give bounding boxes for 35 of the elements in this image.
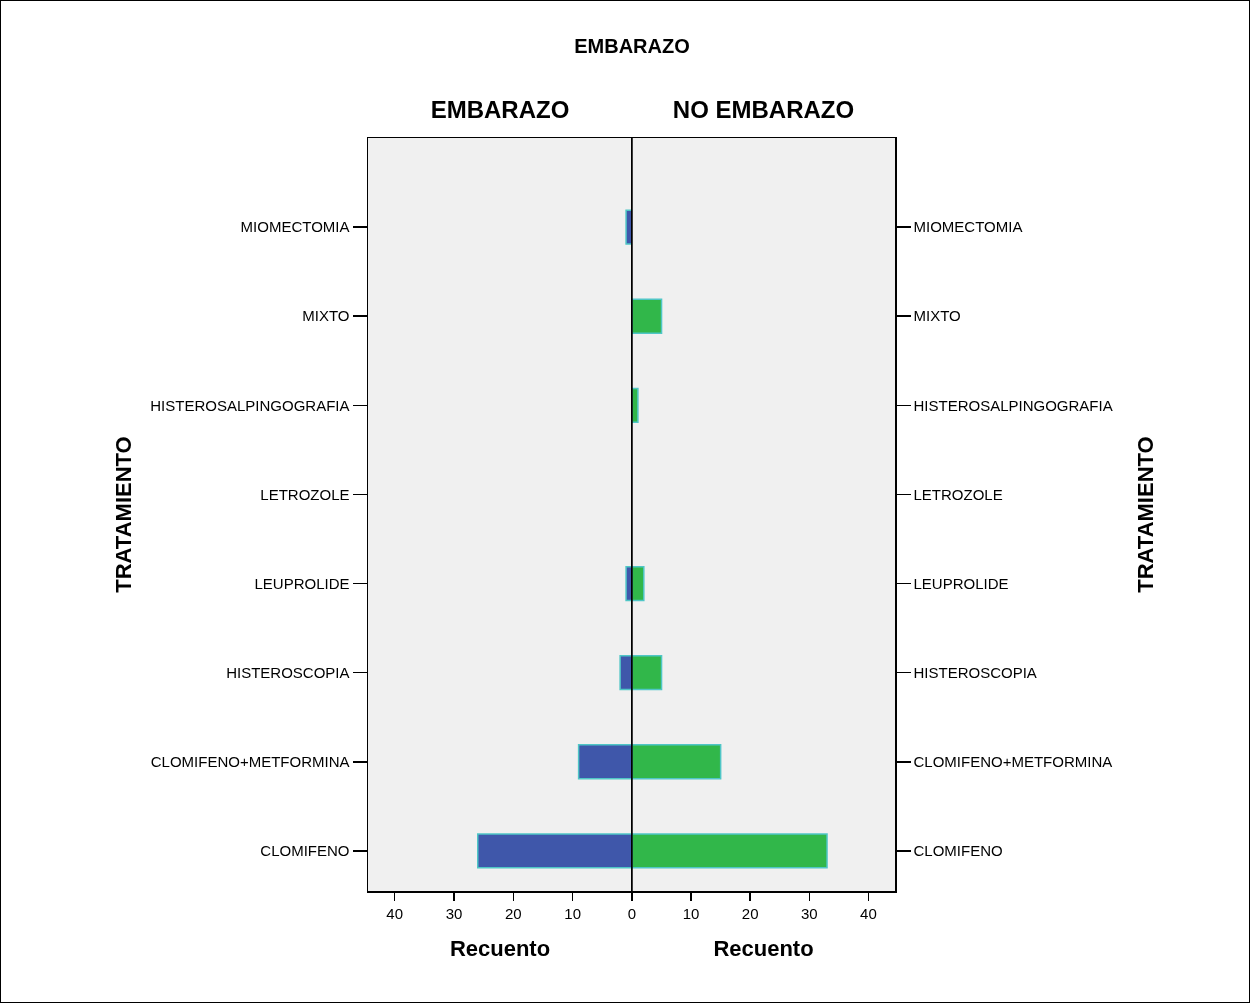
y-tick-label: MIOMECTOMIA — [240, 218, 350, 236]
x-tick-label: 40 — [860, 904, 877, 922]
y-tick-label: CLOMIFENO — [260, 842, 350, 860]
bar — [632, 387, 639, 424]
y-tick-label: CLOMIFENO+METFORMINA — [150, 753, 350, 771]
bar — [625, 209, 632, 245]
chart-title: EMBARAZO — [573, 35, 691, 58]
y-tick-label: LETROZOLE — [913, 485, 1003, 503]
x-tick-label: 20 — [505, 904, 522, 922]
y-tick-label: LEUPROLIDE — [254, 574, 350, 592]
x-tick-label: 30 — [800, 904, 818, 922]
y-tick-label: HISTEROSCOPIA — [226, 663, 350, 681]
y-tick-label: MIXTO — [302, 307, 350, 325]
y-tick-label: LEUPROLIDE — [913, 574, 1009, 592]
y-tick-label: HISTEROSCOPIA — [913, 663, 1037, 681]
x-tick-label: 10 — [564, 904, 582, 922]
x-tick-label: 30 — [445, 904, 463, 922]
y-tick-label: CLOMIFENO+METFORMINA — [913, 753, 1113, 771]
x-tick-label: 40 — [386, 904, 404, 922]
x-tick-label: 0 — [627, 904, 637, 922]
y-tick-label: MIOMECTOMIA — [913, 218, 1023, 236]
y-tick-label: HISTEROSALPINGOGRAFIA — [150, 396, 350, 414]
y-tick-label: CLOMIFENO — [913, 842, 1003, 860]
bar — [632, 298, 663, 334]
chart-subtitle: EMBARAZO — [430, 96, 570, 124]
y-axis-title: TRATAMIENTO — [111, 436, 137, 593]
x-tick-label: 20 — [741, 904, 759, 922]
y-tick-label: LETROZOLE — [260, 485, 350, 503]
y-tick-label: MIXTO — [913, 307, 961, 325]
x-axis-title: Recuento — [449, 936, 551, 962]
x-axis-title: Recuento — [713, 936, 814, 962]
x-tick-label: 10 — [682, 904, 700, 922]
y-tick-label: HISTEROSALPINGOGRAFIA — [913, 396, 1113, 414]
y-axis-title: TRATAMIENTO — [1133, 436, 1159, 593]
chart-subtitle: NO EMBARAZO — [672, 96, 855, 124]
